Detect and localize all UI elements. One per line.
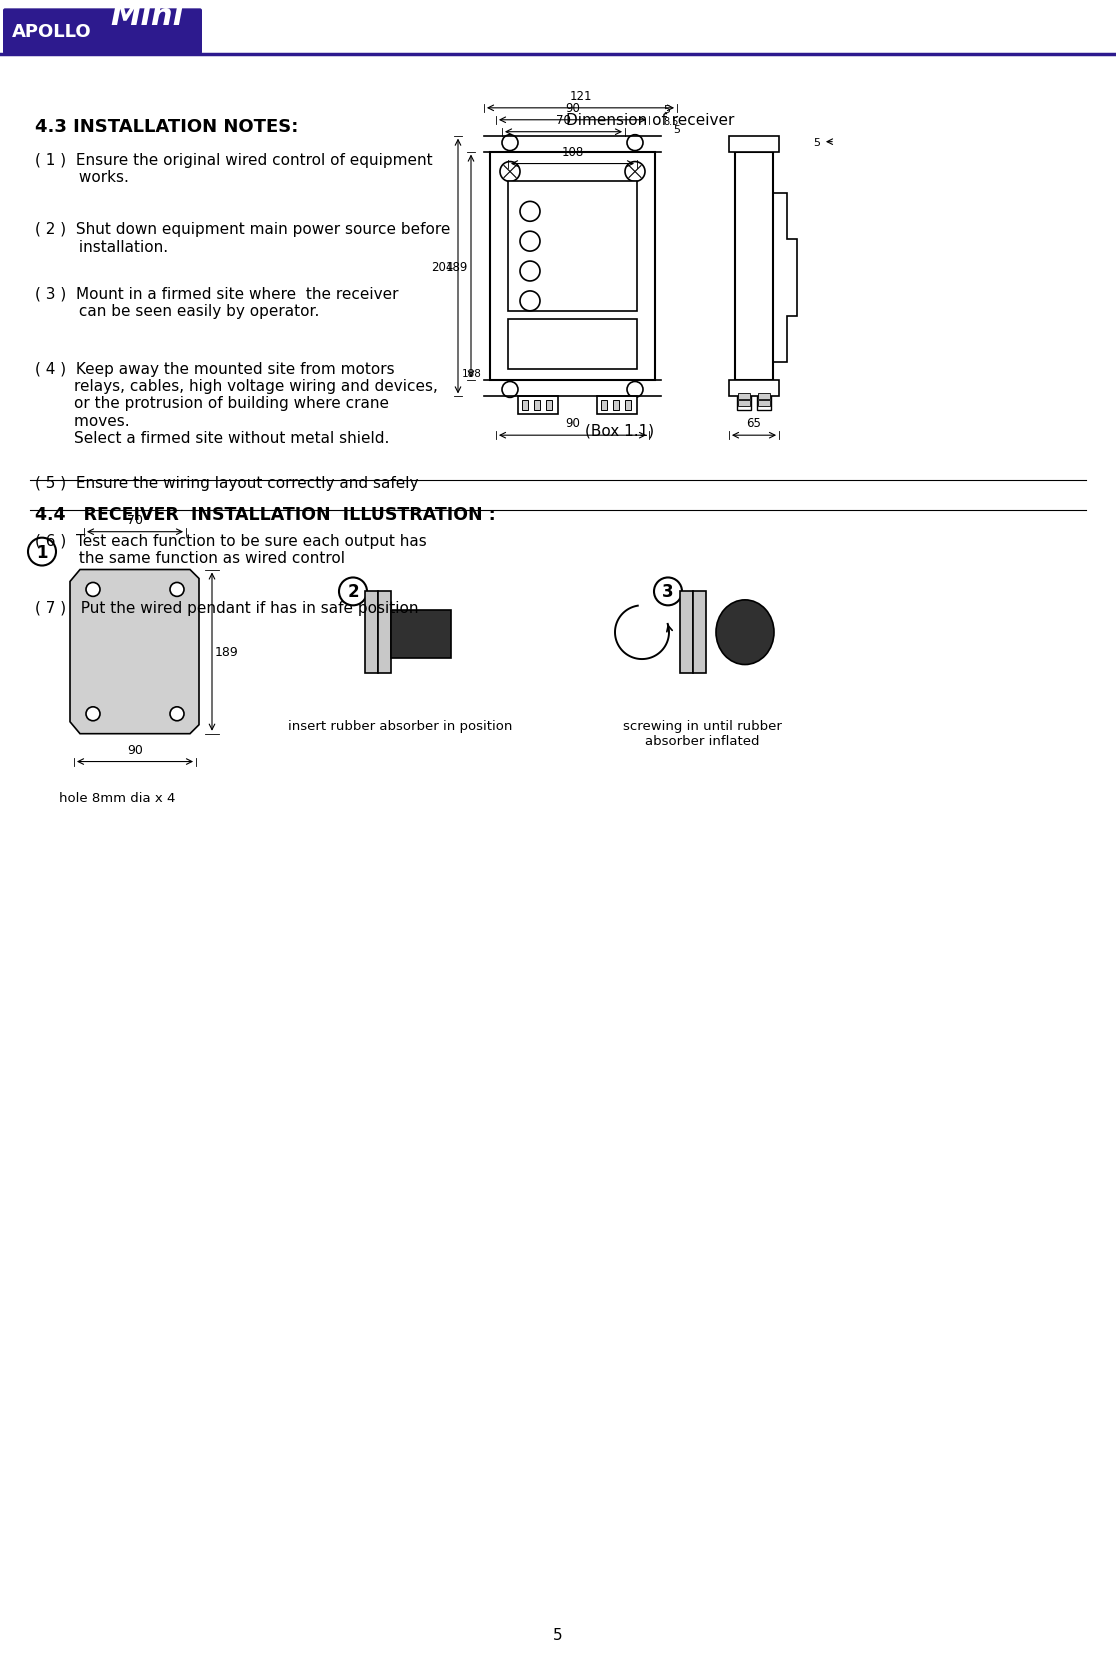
Text: 204: 204: [432, 260, 454, 273]
Text: 121: 121: [569, 90, 591, 103]
Bar: [518, 398, 558, 414]
Circle shape: [339, 577, 367, 606]
Text: ( 2 )  Shut down equipment main power source before
         installation.: ( 2 ) Shut down equipment main power sou…: [35, 221, 451, 255]
Text: 1: 1: [36, 542, 48, 561]
Bar: [737, 398, 751, 411]
Text: 2: 2: [347, 582, 359, 601]
Text: (Box 1.1): (Box 1.1): [586, 423, 655, 438]
Bar: [735, 153, 773, 381]
Bar: [693, 592, 706, 674]
Circle shape: [520, 203, 540, 221]
Bar: [757, 398, 771, 411]
Circle shape: [86, 582, 100, 597]
Text: ( 3 )  Mount in a firmed site where  the receiver
         can be seen easily by: ( 3 ) Mount in a firmed site where the r…: [35, 286, 398, 319]
Text: hole 8mm dia x 4: hole 8mm dia x 4: [59, 792, 175, 805]
Bar: [365, 592, 378, 674]
Circle shape: [520, 231, 540, 251]
Text: 5: 5: [812, 138, 820, 148]
Circle shape: [654, 577, 682, 606]
Bar: [508, 319, 637, 369]
Text: 65: 65: [747, 418, 761, 429]
Text: screwing in until rubber
absorber inflated: screwing in until rubber absorber inflat…: [623, 719, 781, 747]
Bar: [508, 183, 637, 311]
Text: ( 1 )  Ensure the original wired control of equipment
         works.: ( 1 ) Ensure the original wired control …: [35, 153, 433, 185]
Circle shape: [170, 707, 184, 721]
Bar: [625, 401, 631, 411]
Text: APOLLO: APOLLO: [12, 23, 92, 42]
Bar: [729, 136, 779, 153]
Text: 5: 5: [554, 1627, 562, 1642]
Bar: [522, 401, 528, 411]
Text: Mini: Mini: [110, 2, 183, 30]
Text: 189: 189: [215, 646, 239, 659]
Text: 90: 90: [127, 744, 143, 755]
Bar: [533, 401, 540, 411]
Bar: [758, 401, 770, 408]
Text: 108: 108: [561, 145, 584, 158]
Bar: [391, 611, 451, 659]
Text: 5: 5: [673, 125, 680, 135]
Bar: [613, 401, 619, 411]
Text: 4.3 INSTALLATION NOTES:: 4.3 INSTALLATION NOTES:: [35, 118, 298, 136]
Text: 90: 90: [565, 102, 580, 115]
Circle shape: [502, 136, 518, 151]
Circle shape: [170, 582, 184, 597]
Text: 8.5: 8.5: [663, 116, 679, 126]
Bar: [490, 153, 655, 381]
Circle shape: [627, 136, 643, 151]
Ellipse shape: [716, 601, 775, 666]
Bar: [729, 381, 779, 398]
Text: Dimension of receiver: Dimension of receiver: [566, 113, 734, 128]
Text: 70: 70: [127, 514, 143, 526]
Bar: [602, 401, 607, 411]
Text: 188: 188: [462, 369, 482, 379]
Text: ( 5 )  Ensure the wiring layout correctly and safely: ( 5 ) Ensure the wiring layout correctly…: [35, 476, 418, 491]
Text: ( 6 )  Test each function to be sure each output has
         the same function : ( 6 ) Test each function to be sure each…: [35, 534, 426, 566]
Circle shape: [625, 163, 645, 183]
Bar: [738, 401, 750, 408]
Text: 70: 70: [556, 113, 571, 126]
Circle shape: [520, 261, 540, 281]
Text: ( 7 )   Put the wired pendant if has in safe position: ( 7 ) Put the wired pendant if has in sa…: [35, 601, 418, 616]
Text: 90: 90: [565, 418, 580, 429]
Text: 4.4   RECEIVER  INSTALLATION  ILLUSTRATION :: 4.4 RECEIVER INSTALLATION ILLUSTRATION :: [35, 506, 496, 524]
FancyBboxPatch shape: [3, 10, 202, 55]
Text: 5: 5: [663, 105, 670, 115]
Circle shape: [502, 383, 518, 398]
Bar: [738, 394, 750, 399]
Bar: [546, 401, 552, 411]
Circle shape: [520, 291, 540, 311]
Text: ( 4 )  Keep away the mounted site from motors
        relays, cables, high volta: ( 4 ) Keep away the mounted site from mo…: [35, 361, 437, 446]
Circle shape: [28, 539, 56, 566]
Circle shape: [627, 383, 643, 398]
Circle shape: [500, 163, 520, 183]
Text: 3: 3: [662, 582, 674, 601]
Bar: [758, 394, 770, 399]
Bar: [680, 592, 693, 674]
Text: 189: 189: [445, 260, 468, 273]
Text: insert rubber absorber in position: insert rubber absorber in position: [288, 719, 512, 732]
Bar: [378, 592, 391, 674]
Circle shape: [86, 707, 100, 721]
Polygon shape: [70, 571, 199, 734]
Bar: [597, 398, 637, 414]
